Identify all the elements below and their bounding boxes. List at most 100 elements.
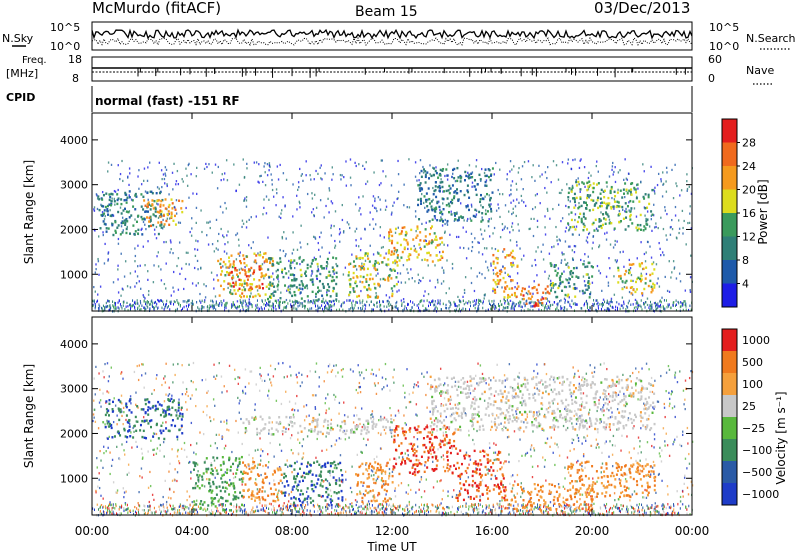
data-cell: [592, 199, 595, 202]
scatter-point: [144, 297, 146, 300]
scatter-point: [380, 432, 382, 435]
data-cell: [522, 294, 525, 297]
scatter-point: [564, 505, 567, 508]
scatter-point: [587, 176, 590, 180]
scatter-point: [660, 305, 662, 309]
scatter-point: [109, 501, 111, 504]
scatter-point: [417, 385, 420, 388]
scatter-point: [227, 230, 229, 233]
scatter-point: [423, 294, 425, 297]
scatter-point: [141, 227, 143, 230]
scatter-point: [180, 408, 183, 411]
scatter-point: [271, 304, 273, 308]
data-cell: [269, 258, 272, 261]
scatter-point: [137, 302, 139, 305]
scatter-point: [534, 258, 536, 262]
data-cell: [253, 269, 256, 272]
data-cell: [438, 205, 441, 209]
scatter-point: [105, 305, 107, 309]
scatter-point: [470, 407, 472, 410]
scatter-point: [549, 492, 552, 495]
scatter-point: [600, 471, 602, 474]
data-cell: [581, 289, 584, 293]
scatter-point: [356, 453, 359, 456]
data-cell: [238, 278, 241, 281]
scatter-point: [129, 308, 131, 312]
scatter-point: [454, 380, 457, 383]
scatter-point: [616, 259, 618, 262]
scatter-point: [229, 289, 232, 292]
data-cell: [420, 247, 423, 251]
noise-panel: N.Sky 10^5 10^0 10^5 10^0 N.Search: [2, 21, 796, 53]
scatter-point: [442, 465, 445, 469]
data-cell: [229, 284, 232, 287]
data-cell: [217, 279, 220, 282]
scatter-point: [689, 212, 691, 215]
data-cell: [140, 205, 143, 208]
data-cell: [395, 261, 398, 264]
scatter-point: [615, 260, 618, 264]
scatter-point: [201, 306, 203, 309]
y-tick-label: 1000: [60, 268, 88, 281]
scatter-point: [156, 255, 158, 258]
scatter-point: [490, 264, 492, 267]
data-cell: [117, 224, 120, 227]
scatter-point: [350, 184, 352, 187]
scatter-point: [496, 363, 498, 366]
scatter-point: [148, 300, 150, 304]
scatter-point: [392, 204, 394, 207]
data-cell: [240, 278, 243, 282]
scatter-point: [257, 180, 259, 183]
scatter-point: [581, 403, 583, 406]
data-cell: [387, 263, 390, 266]
scatter-point: [415, 403, 418, 406]
scatter-point: [117, 264, 119, 267]
scatter-point: [633, 207, 636, 210]
data-cell: [232, 285, 235, 288]
scatter-point: [222, 211, 224, 214]
scatter-point: [635, 389, 637, 392]
scatter-point: [121, 307, 123, 310]
data-cell: [642, 195, 645, 199]
noise-left-tick-top: 10^5: [50, 21, 80, 34]
scatter-point: [172, 363, 175, 366]
scatter-point: [580, 468, 583, 471]
data-cell: [504, 286, 507, 289]
scatter-point: [259, 251, 261, 254]
scatter-point: [273, 455, 275, 458]
scatter-point: [432, 460, 434, 463]
scatter-point: [450, 210, 452, 213]
scatter-point: [101, 307, 103, 311]
scatter-point: [327, 197, 329, 200]
scatter-point: [609, 267, 611, 270]
scatter-point: [665, 234, 667, 237]
data-cell: [599, 224, 602, 228]
data-cell: [326, 289, 329, 292]
scatter-point: [277, 362, 280, 365]
data-cell: [424, 181, 427, 184]
data-cell: [431, 225, 434, 228]
scatter-point: [548, 252, 551, 255]
scatter-point: [278, 466, 281, 469]
data-cell: [586, 228, 589, 231]
scatter-point: [104, 242, 106, 246]
scatter-point: [319, 508, 321, 511]
scatter-point: [651, 229, 653, 232]
scatter-point: [162, 300, 164, 303]
scatter-point: [459, 477, 462, 481]
scatter-point: [676, 381, 679, 384]
scatter-point: [162, 421, 164, 424]
scatter-point: [297, 504, 299, 507]
scatter-point: [657, 226, 659, 230]
scatter-point: [171, 479, 174, 482]
data-cell: [154, 207, 157, 211]
scatter-point: [458, 490, 461, 493]
scatter-point: [134, 300, 136, 304]
scatter-point: [631, 371, 634, 375]
data-cell: [559, 278, 562, 282]
data-cell: [295, 278, 298, 281]
scatter-point: [578, 233, 580, 236]
scatter-point: [140, 447, 143, 451]
scatter-point: [567, 229, 570, 232]
scatter-point: [477, 298, 480, 301]
